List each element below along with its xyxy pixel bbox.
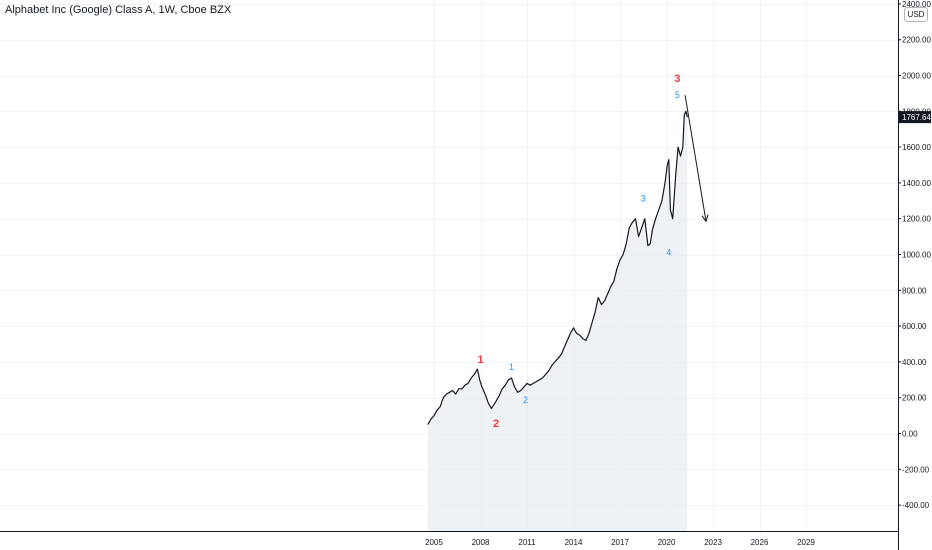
minor-wave-label-1: 1 bbox=[509, 362, 514, 372]
y-tick-label: 0.00 bbox=[902, 430, 918, 439]
last-price-label: 1767.64 bbox=[902, 113, 931, 122]
y-tick-label: 800.00 bbox=[902, 286, 927, 295]
y-tick-label: 2200.00 bbox=[902, 36, 931, 45]
x-tick-label: 2023 bbox=[704, 538, 722, 547]
currency-badge[interactable]: USD bbox=[904, 7, 928, 22]
elliott-wave-labels: 1 2 3 1 2 3 4 5 bbox=[477, 73, 680, 430]
y-tick-label: 2400.00 bbox=[902, 0, 931, 9]
chart-title: Alphabet Inc (Google) Class A, 1W, Cboe … bbox=[5, 4, 232, 16]
y-tick-label: 400.00 bbox=[902, 358, 927, 367]
minor-wave-label-3: 3 bbox=[641, 194, 646, 204]
price-area-fill bbox=[427, 111, 688, 532]
y-tick-label: -200.00 bbox=[902, 465, 930, 474]
major-wave-label-3: 3 bbox=[674, 73, 680, 85]
minor-wave-label-4: 4 bbox=[666, 247, 671, 257]
y-tick-label: 2000.00 bbox=[902, 72, 931, 81]
x-tick-label: 2011 bbox=[518, 538, 536, 547]
projection-arrow[interactable] bbox=[684, 95, 709, 223]
x-tick-label: 2017 bbox=[611, 538, 629, 547]
y-tick-label: 200.00 bbox=[902, 394, 927, 403]
x-tick-label: 2005 bbox=[425, 538, 443, 547]
x-tick-label: 2008 bbox=[472, 538, 490, 547]
minor-wave-label-2: 2 bbox=[523, 395, 528, 405]
y-tick-label: 1000.00 bbox=[902, 251, 931, 260]
y-tick-label: 1400.00 bbox=[902, 179, 931, 188]
y-axis-ticks: -400.00 -200.00 0.00 200.00 400.00 600.00 800.… bbox=[898, 0, 931, 510]
x-tick-label: 2026 bbox=[751, 538, 769, 547]
minor-wave-label-5: 5 bbox=[675, 90, 680, 100]
price-line bbox=[427, 110, 688, 425]
y-tick-label: 1600.00 bbox=[902, 143, 931, 152]
major-wave-label-2: 2 bbox=[493, 418, 499, 430]
x-tick-label: 2029 bbox=[797, 538, 815, 547]
x-tick-label: 2014 bbox=[565, 538, 583, 547]
y-tick-label: 600.00 bbox=[902, 322, 927, 331]
last-price-badge: 1767.64 bbox=[899, 111, 931, 124]
major-wave-label-1: 1 bbox=[477, 354, 483, 366]
y-tick-label: 1200.00 bbox=[902, 215, 931, 224]
x-axis-ticks: 2005 2008 2011 2014 2017 2020 2023 2026 2029 bbox=[425, 538, 815, 547]
y-tick-label: -400.00 bbox=[902, 501, 930, 510]
x-tick-label: 2020 bbox=[658, 538, 676, 547]
